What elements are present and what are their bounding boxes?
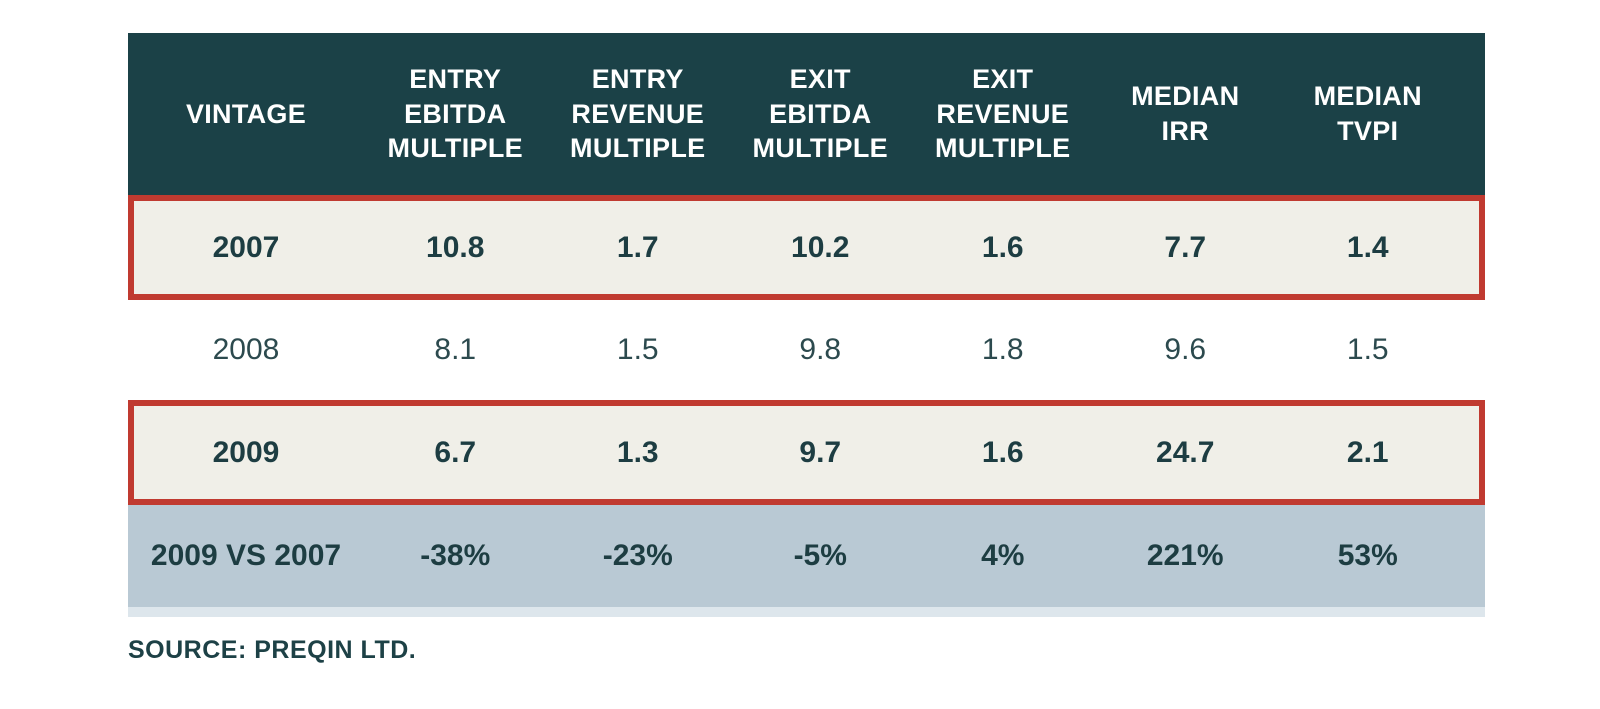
cell-value: 8.1 xyxy=(434,333,477,366)
column-header-vintage: VINTAGE xyxy=(185,98,307,129)
cell-value: 9.6 xyxy=(1164,333,1207,366)
cell-value: 1.6 xyxy=(981,230,1024,264)
cell-value: 53% xyxy=(1337,539,1398,572)
source-note: SOURCE: PREQIN LTD. xyxy=(128,636,417,664)
cell-value: -23% xyxy=(602,539,673,572)
table-row-2007: 2007 10.8 1.7 10.2 1.6 7.7 1.4 xyxy=(128,195,1485,300)
vintage-label: 2009 xyxy=(212,435,280,469)
cell-value: -5% xyxy=(793,539,847,572)
cell-value: -38% xyxy=(420,539,491,572)
column-header-median-irr: MEDIAN IRR xyxy=(1131,81,1240,146)
cell-value: 1.3 xyxy=(616,435,659,469)
cell-value: 10.2 xyxy=(791,230,850,264)
cell-value: 10.8 xyxy=(426,230,485,264)
table-header-row: VINTAGE ENTRY EBITDA MULTIPLE ENTRY REVE… xyxy=(128,33,1485,195)
cell-value: 1.6 xyxy=(981,435,1024,469)
table-row-2009: 2009 6.7 1.3 9.7 1.6 24.7 2.1 xyxy=(128,400,1485,505)
column-header-median-tvpi: MEDIAN TVPI xyxy=(1313,81,1422,146)
table-row-2008: 2008 8.1 1.5 9.8 1.8 9.6 1.5 xyxy=(128,300,1485,400)
vintage-label: 2008 xyxy=(212,333,280,366)
cell-value: 1.8 xyxy=(981,333,1024,366)
column-header-exit-ebitda-multiple: EXIT EBITDA MULTIPLE xyxy=(752,64,888,164)
vintage-performance-table: VINTAGE ENTRY EBITDA MULTIPLE ENTRY REVE… xyxy=(128,33,1485,617)
column-header-exit-revenue-multiple: EXIT REVENUE MULTIPLE xyxy=(935,64,1071,164)
table-bottom-strip xyxy=(128,607,1485,617)
table-row-2009-vs-2007: 2009 VS 2007 -38% -23% -5% 4% 221% 53% xyxy=(128,505,1485,607)
cell-value: 6.7 xyxy=(434,435,477,469)
vintage-label: 2009 VS 2007 xyxy=(150,539,342,572)
cell-value: 9.7 xyxy=(799,435,842,469)
cell-value: 2.1 xyxy=(1346,435,1389,469)
cell-value: 4% xyxy=(981,539,1025,572)
cell-value: 1.7 xyxy=(616,230,659,264)
column-header-entry-ebitda-multiple: ENTRY EBITDA MULTIPLE xyxy=(387,64,523,164)
vintage-label: 2007 xyxy=(212,230,280,264)
cell-value: 7.7 xyxy=(1164,230,1207,264)
cell-value: 221% xyxy=(1146,539,1224,572)
cell-value: 1.5 xyxy=(616,333,659,366)
cell-value: 9.8 xyxy=(799,333,842,366)
cell-value: 24.7 xyxy=(1156,435,1215,469)
cell-value: 1.4 xyxy=(1346,230,1389,264)
cell-value: 1.5 xyxy=(1346,333,1389,366)
column-header-entry-revenue-multiple: ENTRY REVENUE MULTIPLE xyxy=(570,64,706,164)
